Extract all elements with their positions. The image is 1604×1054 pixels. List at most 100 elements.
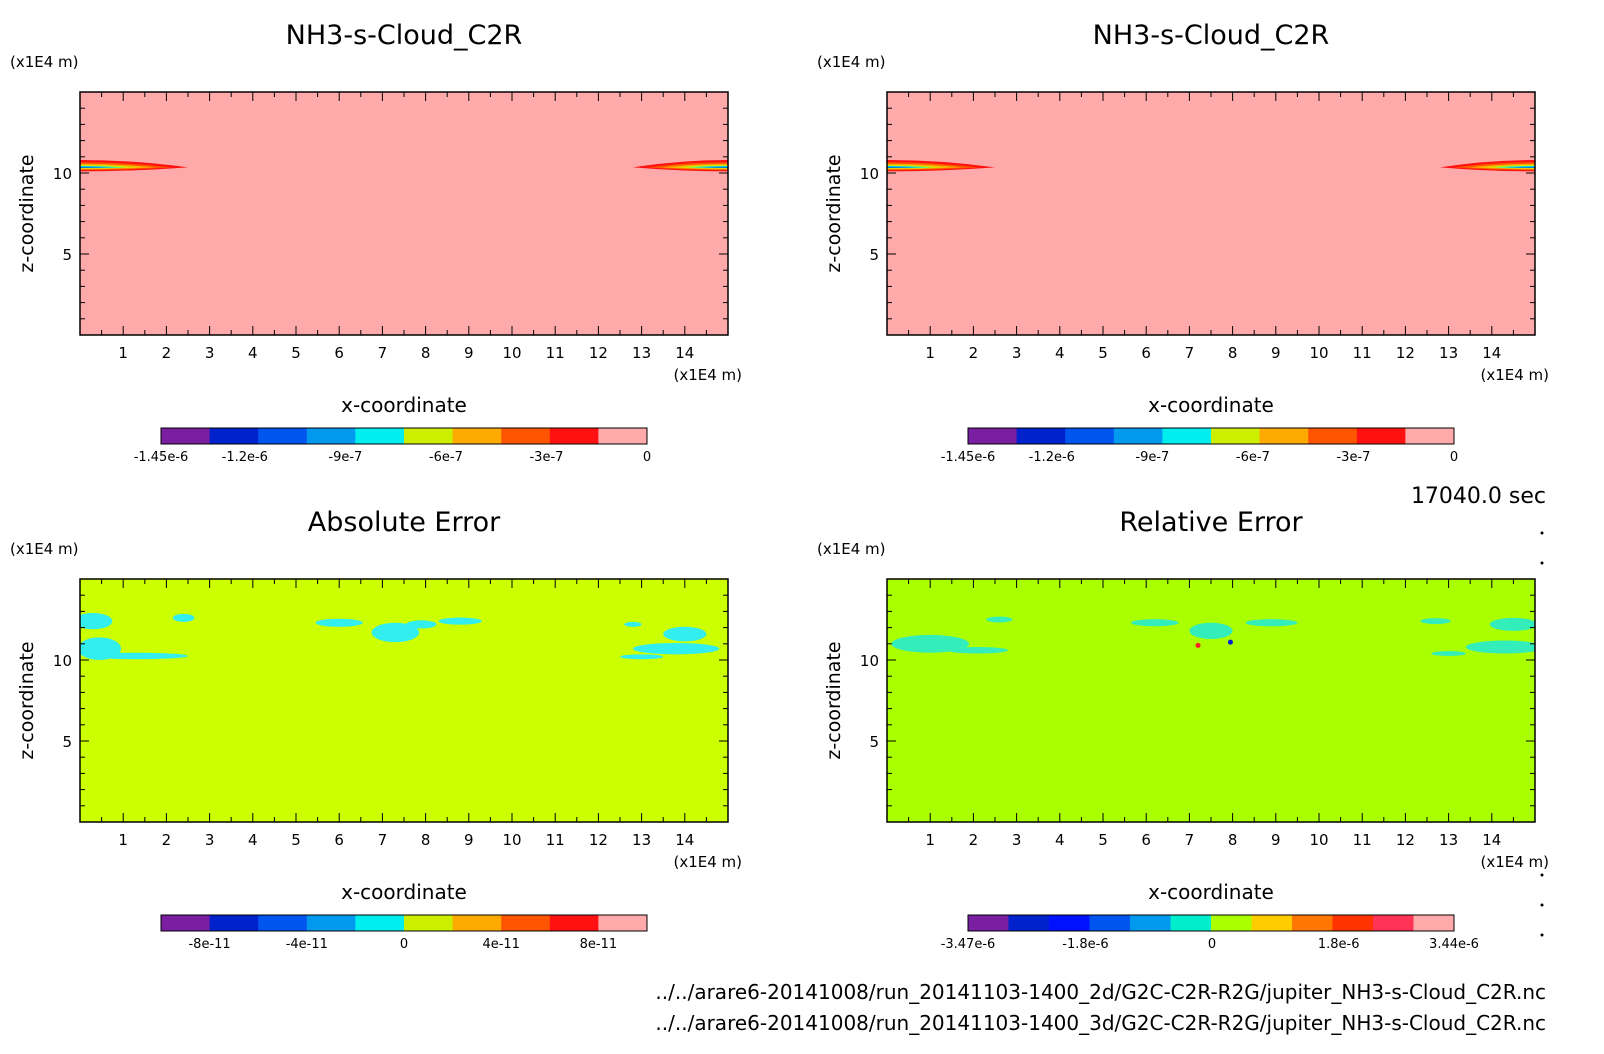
chart-panel-3: Absolute Error(x1E4 m)1 2 3 4 5 6 7 8 9 10 11 12 13 1… (10, 507, 742, 952)
chart-panel-4: Relative Error(x1E4 m)1 2 3 4 5 6 7 8 9 10 11 12 13 1… (817, 507, 1549, 952)
error-patch-5 (1189, 622, 1233, 639)
colorbar-swatch (258, 915, 308, 931)
error-patch-4 (172, 613, 195, 622)
x-tick-label: 7 (1185, 344, 1195, 362)
x-tick-label: 2 (969, 344, 979, 362)
y-axis-label: z-coordinate (16, 154, 38, 272)
cloud-band-2-7 (1514, 167, 1535, 168)
colorbar-tick-label: -9e-7 (328, 450, 362, 465)
error-patch-10 (663, 626, 707, 642)
colorbar-tick-label: -6e-7 (429, 450, 463, 465)
y-axis: 5 10 (53, 594, 728, 807)
x-unit-label: (x1E4 m) (673, 366, 742, 384)
colorbar-swatch (1308, 428, 1358, 444)
colorbar-swatch (209, 428, 259, 444)
colorbar-frame (967, 914, 1455, 932)
colorbar-swatch (598, 428, 648, 444)
error-speck-2 (1227, 639, 1233, 645)
colorbar-tick-label: 0 (400, 937, 408, 952)
colorbar-tick-label: 0 (643, 450, 651, 465)
x-tick-label: 1 (118, 831, 128, 849)
x-tick-label: 13 (1439, 344, 1458, 362)
x-tick-label: 6 (334, 831, 344, 849)
chart-title: Relative Error (1119, 507, 1303, 538)
colorbar-tick-label: 8e-11 (580, 937, 618, 952)
y-tick-label: 5 (62, 733, 72, 751)
x-tick-label: 4 (1055, 344, 1065, 362)
margin-dot (1540, 873, 1544, 877)
y-unit-label: (x1E4 m) (10, 53, 79, 71)
x-tick-label: 14 (1482, 831, 1501, 849)
x-axis: 1 2 3 4 5 6 7 8 9 10 11 12 13 14 (908, 579, 1514, 849)
colorbar-swatch (1251, 915, 1293, 931)
y-axis-label: z-coordinate (823, 641, 845, 759)
x-tick-label: 9 (1271, 831, 1281, 849)
x-tick-label: 10 (502, 344, 521, 362)
plot-background (80, 92, 728, 335)
x-tick-label: 12 (589, 344, 608, 362)
colorbar-tick-label: 0 (1450, 450, 1458, 465)
colorbar-swatch (1008, 915, 1050, 931)
x-tick-label: 8 (1228, 831, 1238, 849)
colorbar-tick-label: -6e-7 (1236, 450, 1270, 465)
y-tick-label: 10 (53, 652, 72, 670)
x-tick-label: 9 (464, 344, 474, 362)
colorbar-tick-label: -4e-11 (286, 937, 328, 952)
colorbar-swatch (452, 428, 502, 444)
colorbar-tick-label: -1.8e-6 (1062, 937, 1108, 952)
y-axis: 5 10 (860, 594, 1535, 807)
x-tick-label: 5 (1098, 831, 1108, 849)
x-tick-label: 5 (291, 344, 301, 362)
colorbar-swatch (161, 428, 211, 444)
x-tick-label: 1 (925, 831, 935, 849)
colorbar-swatch (968, 915, 1009, 931)
chart-panel-1: NH3-s-Cloud_C2R(x1E4 m)1 2 3 4 5 6 7 8 9 10 11 12 13… (10, 20, 742, 465)
chart-panel-2: NH3-s-Cloud_C2R(x1E4 m)1 2 3 4 5 6 7 8 9 10 11 12 13… (817, 20, 1549, 465)
colorbar: -1.45e-6 -1.2e-6 -9e-7 -6e-7 -3e-7 0 (134, 427, 651, 465)
error-patch-6 (371, 622, 420, 643)
colorbar: -8e-11 -4e-11 0 4e-11 8e-11 (160, 914, 648, 952)
colorbar-tick-label: -1.45e-6 (941, 450, 996, 465)
y-tick-label: 5 (869, 246, 879, 264)
colorbar-tick-label: 4e-11 (482, 937, 520, 952)
x-tick-label: 6 (1141, 831, 1151, 849)
colorbar-tick-label: -9e-7 (1135, 450, 1169, 465)
colorbar-tick-label: -8e-11 (188, 937, 230, 952)
error-patch-7 (1420, 618, 1451, 625)
x-tick-label: 2 (969, 831, 979, 849)
colorbar-swatch (1405, 428, 1455, 444)
colorbar: -1.45e-6 -1.2e-6 -9e-7 -6e-7 -3e-7 0 (941, 427, 1458, 465)
error-speck-1 (1195, 642, 1201, 648)
x-tick-label: 13 (1439, 831, 1458, 849)
colorbar-tick-label: 1.8e-6 (1318, 937, 1360, 952)
plot-area (80, 92, 728, 335)
error-patch-8 (438, 617, 482, 625)
colorbar-swatch (1356, 428, 1406, 444)
error-patch-7 (406, 620, 437, 629)
y-tick-label: 5 (869, 733, 879, 751)
x-tick-label: 14 (1482, 344, 1501, 362)
colorbar-swatch (404, 428, 454, 444)
error-patch-1 (891, 634, 970, 653)
x-tick-label: 10 (502, 831, 521, 849)
error-patch-4 (1131, 619, 1179, 627)
error-patch-10 (1431, 651, 1466, 656)
x-tick-label: 8 (421, 344, 431, 362)
margin-dots (1540, 531, 1544, 937)
error-patch-9 (1465, 640, 1535, 654)
x-tick-label: 11 (1353, 831, 1372, 849)
colorbar-swatch (306, 915, 356, 931)
x-tick-label: 12 (589, 831, 608, 849)
footer-file-2d: ../../arare6-20141008/run_20141103-1400_… (655, 980, 1546, 1004)
cloud-band-2-7 (707, 167, 728, 168)
x-axis-label: x-coordinate (341, 880, 467, 904)
x-tick-label: 14 (675, 831, 694, 849)
colorbar-swatch (306, 428, 356, 444)
x-tick-label: 10 (1309, 831, 1328, 849)
error-patch-1 (80, 613, 113, 630)
x-tick-label: 1 (118, 344, 128, 362)
colorbar-swatch (1373, 915, 1414, 931)
x-tick-label: 3 (1012, 344, 1022, 362)
colorbar-tick-label: 3.44e-6 (1429, 937, 1479, 952)
colorbar-swatch (598, 915, 648, 931)
